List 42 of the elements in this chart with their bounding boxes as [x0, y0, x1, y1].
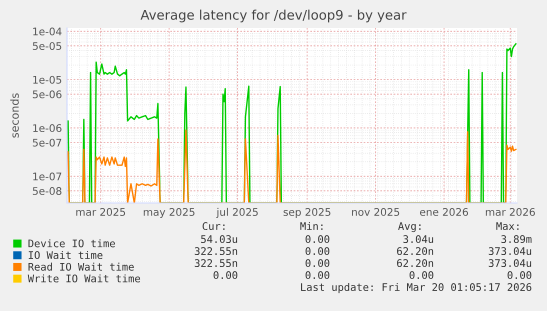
x-tick-label: may 2025: [144, 208, 194, 218]
x-tick-label: mar 2025: [76, 208, 126, 216]
chart-title: Average latency for /dev/loop9 - by year: [140, 10, 407, 22]
text: 0.00: [410, 271, 434, 280]
y-tick-label: 5e-08: [32, 187, 62, 195]
text: 322.55n: [194, 247, 238, 256]
y-tick-label: 1e-06: [33, 124, 62, 132]
legend-label: IO Wait time: [28, 250, 102, 260]
text: 0.00: [306, 259, 330, 268]
text: Min:: [300, 222, 322, 230]
text: 3.04u: [403, 235, 434, 244]
x-tick-label: jul 2025: [216, 208, 258, 218]
y-tick-label: 1e-05: [33, 76, 62, 84]
text: 0.00: [306, 247, 330, 256]
text: Cur:: [202, 222, 224, 230]
text: 0.00: [306, 235, 330, 244]
text: 373.04u: [488, 259, 532, 268]
x-tick-label: nov 2025: [352, 208, 400, 216]
x-tick-label: mar 2026: [486, 208, 535, 216]
x-tick-label: ene 2026: [420, 208, 468, 216]
text: 373.04u: [488, 247, 532, 256]
text: Last update: Fri Mar 20 01:05:17 2026: [301, 282, 532, 294]
text: 0.00: [508, 271, 532, 280]
y-tick-label: 1e-04: [33, 28, 62, 36]
text: 322.55n: [194, 259, 238, 268]
text: 0.00: [214, 271, 238, 280]
legend-label: Write IO Wait time: [28, 274, 140, 282]
text: 54.03u: [201, 235, 238, 244]
text: Avg:: [398, 222, 420, 232]
legend-label: Read IO Wait time: [28, 262, 134, 271]
y-tick-label: 5e-07: [32, 138, 62, 147]
y-tick-label: 5e-06: [32, 90, 62, 98]
text: 62.20n: [397, 247, 434, 256]
x-tick-label: sep 2025: [284, 208, 330, 218]
y-axis-title: seconds: [10, 93, 19, 138]
legend-label: Device IO time: [28, 239, 115, 248]
y-tick-label: 1e-07: [33, 172, 62, 180]
text: 3.89m: [501, 235, 532, 244]
text: Max:: [496, 222, 518, 230]
text: 62.20n: [397, 259, 434, 268]
y-tick-label: 5e-05: [32, 42, 62, 50]
text: 0.00: [306, 271, 330, 280]
